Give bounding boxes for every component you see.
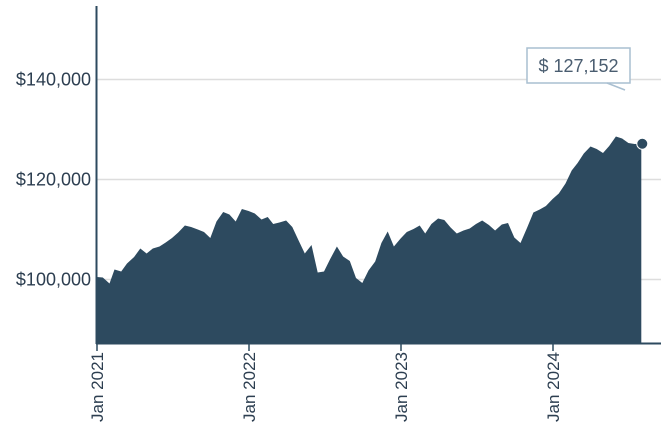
x-tick-label: Jan 2023	[392, 352, 411, 422]
x-tick-label: Jan 2024	[544, 352, 563, 422]
callout-box	[526, 47, 631, 84]
x-tick-labels: Jan 2021 Jan 2022 Jan 2023 Jan 2024	[88, 344, 563, 422]
axes	[95, 6, 661, 345]
y-tick-labels: $100,000 $120,000 $140,000	[16, 70, 91, 290]
y-tick-label: $140,000	[16, 70, 91, 90]
callout-pointer	[606, 82, 626, 91]
area-series	[97, 136, 649, 344]
last-value-callout: $ 127,152	[526, 47, 631, 91]
area-fill	[97, 136, 642, 344]
x-tick-label: Jan 2021	[88, 352, 107, 422]
y-tick-label: $120,000	[16, 170, 91, 190]
y-tick-label: $100,000	[16, 270, 91, 290]
last-value-marker	[636, 137, 649, 150]
callout-value: $ 127,152	[538, 56, 618, 76]
x-tick-label: Jan 2022	[240, 352, 259, 422]
